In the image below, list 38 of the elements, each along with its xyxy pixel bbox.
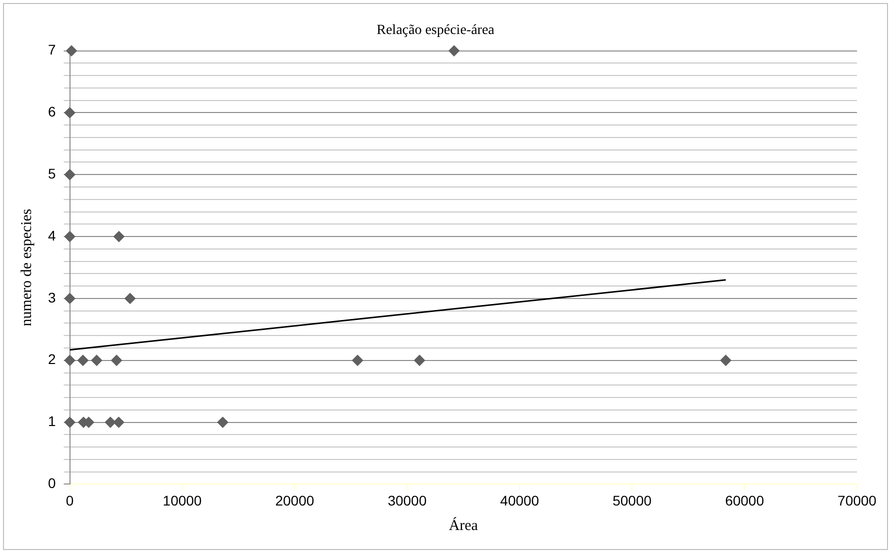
point: [91, 354, 102, 366]
y-tick-label: 2: [48, 351, 56, 368]
x-tick-label: 50000: [612, 492, 652, 508]
point: [448, 45, 460, 56]
point: [64, 231, 76, 242]
y-tick-label: 5: [48, 165, 56, 182]
point: [66, 45, 77, 56]
x-tick-label: 10000: [162, 492, 202, 508]
y-tick-label: 3: [48, 289, 56, 306]
y-tick-label: 4: [48, 227, 56, 244]
x-tick-label: 70000: [838, 492, 877, 508]
y-tick-label: 0: [48, 475, 56, 492]
point: [352, 354, 364, 366]
point: [124, 292, 136, 304]
x-tick-label: 60000: [725, 492, 764, 508]
point: [720, 354, 732, 366]
y-tick-label: 6: [48, 104, 56, 120]
point: [113, 416, 124, 428]
x-tick-label: 40000: [500, 492, 540, 508]
chart-title: Relação espécie-área: [376, 23, 496, 38]
point: [64, 354, 76, 366]
point: [64, 169, 76, 180]
point: [111, 354, 122, 366]
x-tick-label: 20000: [275, 492, 314, 508]
x-axis-title: Área: [448, 516, 478, 534]
point: [64, 416, 76, 428]
point: [77, 354, 88, 366]
y-axis-title: numero de especies: [18, 208, 35, 326]
point: [113, 231, 124, 242]
point: [104, 416, 116, 428]
point: [64, 292, 76, 304]
x-tick-label: 30000: [388, 492, 427, 508]
point: [64, 107, 76, 118]
point: [217, 416, 228, 428]
x-tick-label: 0: [66, 492, 74, 508]
y-tick-label: 7: [48, 42, 56, 58]
y-tick-label: 1: [48, 413, 56, 430]
point: [414, 354, 426, 366]
